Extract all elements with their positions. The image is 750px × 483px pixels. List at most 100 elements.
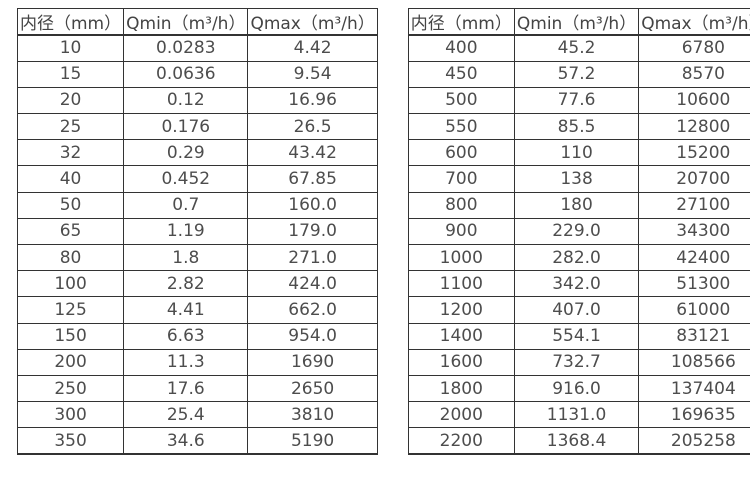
table-body: 10 0.0283 4.42 15 0.0636 9.54 20 0.12 16.96 25 0.1… — [16, 34, 378, 455]
table-cell: 15200 — [638, 139, 750, 167]
table-row: 15 0.0636 9.54 — [16, 60, 378, 88]
table-cell: 138 — [513, 165, 640, 193]
column-header: 内径（mm） — [407, 8, 515, 36]
table-cell: 205258 — [638, 427, 750, 455]
table-cell: 10600 — [638, 86, 750, 115]
table-row: 100 2.82 424.0 — [16, 270, 378, 298]
table-cell: 17.6 — [123, 374, 249, 403]
table-cell: 0.7 — [123, 191, 249, 219]
table-cell: 400 — [407, 34, 515, 62]
table-row: 1100 342.0 51300 — [407, 270, 750, 298]
table-body: 400 45.2 6780 450 57.2 8570 500 77.6 10600 550 85.… — [407, 34, 750, 455]
table-cell: 77.6 — [513, 86, 640, 115]
table-row: 2200 1368.4 205258 — [407, 427, 750, 455]
table-cell: 1131.0 — [513, 401, 640, 429]
table-cell: 110 — [513, 139, 640, 167]
table-row: 32 0.29 43.42 — [16, 139, 378, 167]
table-cell: 229.0 — [513, 217, 640, 246]
table-cell: 3810 — [247, 401, 378, 429]
table-row: 250 17.6 2650 — [16, 374, 378, 403]
table-cell: 45.2 — [513, 34, 640, 62]
table-cell: 1600 — [407, 348, 515, 376]
table-cell: 1.19 — [123, 217, 249, 246]
table-cell: 2650 — [247, 374, 378, 403]
table-row: 300 25.4 3810 — [16, 401, 378, 429]
table-cell: 2200 — [407, 427, 515, 455]
table-cell: 32 — [16, 139, 125, 167]
table-cell: 1368.4 — [513, 427, 640, 455]
table-cell: 0.452 — [123, 165, 249, 193]
table-cell: 600 — [407, 139, 515, 167]
table-cell: 180 — [513, 191, 640, 219]
table-row: 450 57.2 8570 — [407, 60, 750, 88]
table-cell: 34300 — [638, 217, 750, 246]
table-row: 400 45.2 6780 — [407, 34, 750, 62]
table-row: 20 0.12 16.96 — [16, 86, 378, 115]
table-cell: 8570 — [638, 60, 750, 88]
table-row: 500 77.6 10600 — [407, 86, 750, 115]
table-cell: 108566 — [638, 348, 750, 376]
table-cell: 40 — [16, 165, 125, 193]
header-row: 内径（mm）Qmin（m³/h）Qmax（m³/h） — [407, 8, 750, 36]
table-cell: 350 — [16, 427, 125, 455]
table-cell: 700 — [407, 165, 515, 193]
table-row: 1600 732.7 108566 — [407, 348, 750, 376]
table-row: 900 229.0 34300 — [407, 217, 750, 246]
table-cell: 1800 — [407, 374, 515, 403]
table-cell: 282.0 — [513, 243, 640, 272]
table-cell: 16.96 — [247, 86, 378, 115]
table-row: 350 34.6 5190 — [16, 427, 378, 455]
table-cell: 1200 — [407, 296, 515, 324]
table-cell: 916.0 — [513, 374, 640, 403]
table-cell: 50 — [16, 191, 125, 219]
table-cell: 271.0 — [247, 243, 378, 272]
table-row: 25 0.176 26.5 — [16, 113, 378, 141]
table-cell: 15 — [16, 60, 125, 88]
table-cell: 954.0 — [247, 322, 378, 350]
table-cell: 11.3 — [123, 348, 249, 376]
table-cell: 57.2 — [513, 60, 640, 88]
table-cell: 10 — [16, 34, 125, 62]
table-cell: 200 — [16, 348, 125, 376]
table-row: 200 11.3 1690 — [16, 348, 378, 376]
table-row: 65 1.19 179.0 — [16, 217, 378, 246]
table-cell: 43.42 — [247, 139, 378, 167]
table-cell: 25 — [16, 113, 125, 141]
column-header: Qmax（m³/h） — [247, 8, 378, 36]
table-row: 150 6.63 954.0 — [16, 322, 378, 350]
column-header: Qmin（m³/h） — [513, 8, 640, 36]
table-cell: 900 — [407, 217, 515, 246]
table-row: 1400 554.1 83121 — [407, 322, 750, 350]
table-cell: 4.42 — [247, 34, 378, 62]
table-cell: 342.0 — [513, 270, 640, 298]
table-cell: 85.5 — [513, 113, 640, 141]
flow-rate-table-small-diameters: 内径（mm） Qmin（m³/h） Qmax（m³/h） 10 0.0283 4.42 1… — [16, 8, 378, 455]
table-cell: 12800 — [638, 113, 750, 141]
table-cell: 4.41 — [123, 296, 249, 324]
table-cell: 6780 — [638, 34, 750, 62]
table-cell: 424.0 — [247, 270, 378, 298]
table-cell: 125 — [16, 296, 125, 324]
table-cell: 1690 — [247, 348, 378, 376]
table-cell: 250 — [16, 374, 125, 403]
table-cell: 0.0636 — [123, 60, 249, 88]
table-cell: 554.1 — [513, 322, 640, 350]
table-cell: 550 — [407, 113, 515, 141]
table-row: 550 85.5 12800 — [407, 113, 750, 141]
table-cell: 83121 — [638, 322, 750, 350]
table-row: 1000 282.0 42400 — [407, 243, 750, 272]
table-cell: 80 — [16, 243, 125, 272]
column-header: 内径（mm） — [16, 8, 125, 36]
table-header-row: 内径（mm）Qmin（m³/h）Qmax（m³/h） — [16, 8, 378, 36]
table-cell: 1.8 — [123, 243, 249, 272]
table-cell: 1100 — [407, 270, 515, 298]
table-cell: 169635 — [638, 401, 750, 429]
flow-rate-table-large-diameters: 内径（mm）Qmin（m³/h）Qmax（m³/h） 40045.2678045… — [407, 8, 750, 455]
table-cell: 27100 — [638, 191, 750, 219]
table-cell: 0.176 — [123, 113, 249, 141]
table-cell: 9.54 — [247, 60, 378, 88]
table-cell: 0.29 — [123, 139, 249, 167]
column-header: Qmin（m³/h） — [123, 8, 249, 36]
table-cell: 300 — [16, 401, 125, 429]
table-cell: 1000 — [407, 243, 515, 272]
